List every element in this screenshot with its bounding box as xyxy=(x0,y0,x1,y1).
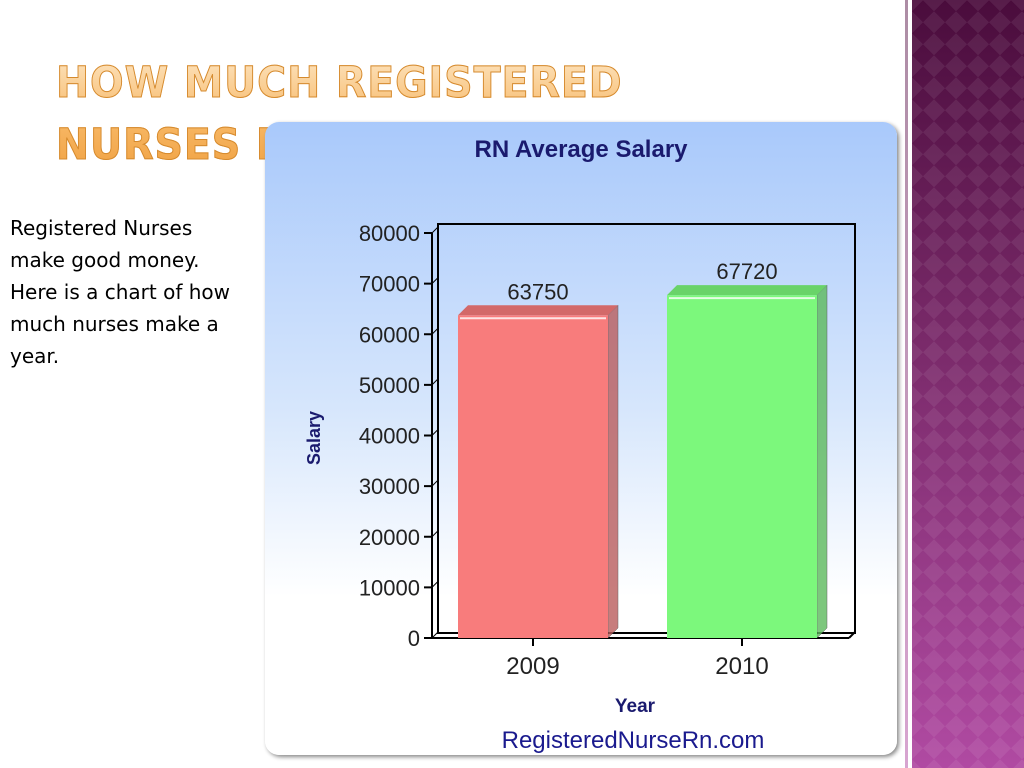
bar-top-2009 xyxy=(458,305,618,316)
y-tick-depth xyxy=(431,530,439,538)
y-tick-depth xyxy=(431,429,439,436)
decorative-divider xyxy=(905,0,908,768)
y-tick-label: 30000 xyxy=(359,474,420,499)
y-tick-depth xyxy=(431,378,439,386)
data-label-2010: 67720 xyxy=(716,259,777,284)
bar-side-2009 xyxy=(607,304,619,639)
data-label-2009: 63750 xyxy=(507,279,568,304)
slide-body-text: Registered Nurses make good money. Here … xyxy=(10,216,230,368)
y-tick-depth xyxy=(431,581,439,588)
y-tick-label: 0 xyxy=(408,626,420,651)
x-axis-label: Year xyxy=(615,696,656,717)
y-tick-label: 20000 xyxy=(359,525,420,550)
y-tick-label: 60000 xyxy=(359,322,420,347)
chart-title: RN Average Salary xyxy=(475,136,689,163)
floor-edge xyxy=(848,631,856,639)
decorative-sidebar xyxy=(912,0,1024,768)
chart-footer: RegisteredNurseRn.com xyxy=(502,727,765,754)
y-tick-label: 40000 xyxy=(359,424,420,449)
x-tick-label: 2009 xyxy=(506,653,559,680)
y-tick-depth xyxy=(431,479,439,487)
x-tick-label: 2010 xyxy=(715,653,768,680)
bar-top-2010 xyxy=(667,285,827,296)
y-tick-label: 80000 xyxy=(359,221,420,246)
y-tick-label: 70000 xyxy=(359,272,420,297)
plot-area-frame xyxy=(437,223,856,634)
y-tick-depth xyxy=(431,327,439,335)
bar-side-2010 xyxy=(816,284,828,639)
bar-2009 xyxy=(458,315,608,638)
y-tick-label: 50000 xyxy=(359,373,420,398)
y-tick-depth xyxy=(431,226,439,234)
bar-2010 xyxy=(667,295,817,638)
y-axis-label: Salary xyxy=(304,411,324,465)
y-tick-depth xyxy=(431,631,439,639)
y-tick-depth xyxy=(431,277,439,284)
y-tick-label: 10000 xyxy=(359,575,420,600)
